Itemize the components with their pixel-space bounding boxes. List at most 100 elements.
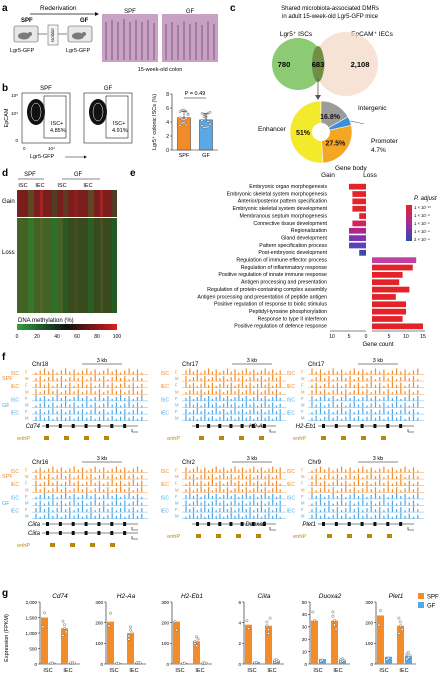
b-point xyxy=(178,110,182,113)
go-term-label: Regulation of immune effector process xyxy=(236,258,327,264)
track-signal xyxy=(311,512,419,519)
expr-point-spf xyxy=(268,616,272,620)
expr-ytick-label: 0 xyxy=(238,662,241,667)
enhp-box xyxy=(381,436,386,440)
expr-point-spf xyxy=(175,628,178,632)
track-sex-label: M xyxy=(25,403,29,408)
b-point xyxy=(184,117,188,120)
expr-ytick-label: 1,500 xyxy=(26,615,38,620)
expr-point-spf xyxy=(129,628,132,632)
expr-xtick-label: ISC xyxy=(379,668,388,674)
flow-gf-title: GF xyxy=(104,86,113,92)
track-signal xyxy=(311,506,419,513)
track-sex-label: F xyxy=(301,507,304,512)
b-point xyxy=(208,122,212,126)
padj-legend-title: P. adjust xyxy=(414,196,437,202)
go-term-label: Regulation of protein-containing complex… xyxy=(207,287,327,293)
gene-exon xyxy=(218,522,222,526)
track-sex-label: M xyxy=(301,501,305,506)
flow-x-axis-label: Lgr5-GFP xyxy=(30,154,54,160)
expr-point-gf xyxy=(71,661,74,665)
expr-gene-title: Cd74 xyxy=(52,593,68,600)
track-signal xyxy=(35,401,143,408)
gene-exon xyxy=(97,424,101,428)
gene-exon xyxy=(399,522,403,526)
track-sex-label: M xyxy=(175,389,179,394)
go-term-label: Gland development xyxy=(281,235,327,241)
track-signal xyxy=(185,375,281,382)
enhp-box xyxy=(236,534,241,538)
track-cell-label: ISC xyxy=(161,397,170,403)
track-sex-label: F xyxy=(25,383,28,388)
track-sex-label: F xyxy=(25,409,28,414)
track-sex-label: M xyxy=(25,389,29,394)
track-signal xyxy=(35,499,143,506)
track-signal xyxy=(185,492,281,499)
go-xtick-loss: 10 xyxy=(403,334,409,340)
expr-ytick-label: 200 xyxy=(161,620,169,625)
gene-exon xyxy=(322,424,325,428)
panel-c-title-line2: in adult 15-week-old Lgr5-GFP mice xyxy=(282,14,379,20)
gate-gf-pct: 4.91% xyxy=(112,128,128,134)
expr-ytick-label: 0 xyxy=(166,662,169,667)
gene-exon xyxy=(196,424,199,428)
track-signal xyxy=(35,414,143,421)
go-term-label: Positive regulation of innate immune res… xyxy=(218,272,327,278)
locus-scale-label: 3 kb xyxy=(247,358,257,364)
expr-xtick-label: ISC xyxy=(175,668,184,674)
track-cell-label: ISC xyxy=(11,495,20,501)
gene-exon xyxy=(71,522,75,526)
track-signal xyxy=(35,368,143,375)
locus-chr-label: Chr16 xyxy=(32,460,49,466)
panel-a-letter: a xyxy=(2,3,8,14)
track-sex-label: M xyxy=(25,474,29,479)
gene-exon xyxy=(97,522,101,526)
go-term-label: Regionalization xyxy=(291,228,327,234)
go-bar-gain xyxy=(352,191,366,197)
expr-ytick-label: 0 xyxy=(100,662,103,667)
enhp-box xyxy=(256,534,261,538)
expr-bar-spf xyxy=(377,615,384,664)
expr-point-gf xyxy=(405,657,409,661)
expr-gene-title: H2-Eb1 xyxy=(181,593,203,600)
dmr-annotation-pie: 51% 27.5% 16.8% xyxy=(289,100,364,164)
expr-bar-spf xyxy=(127,633,134,664)
expr-xtick-label: ISC xyxy=(43,668,52,674)
legend-gf-label: GF xyxy=(427,604,436,610)
track-sex-label: M xyxy=(301,474,305,479)
enhp-box xyxy=(110,543,115,547)
go-term-label: Embryonic skeletal system development xyxy=(232,206,327,212)
spf-label-a: SPF xyxy=(21,18,33,24)
gene-exon xyxy=(360,424,364,428)
enhp-box xyxy=(367,534,372,538)
panel-e: e Gain Loss Embryonic organ morphogenesi… xyxy=(130,168,437,348)
flow-spf-title: SPF xyxy=(40,86,52,92)
expr-xtick-label: IEC xyxy=(129,668,138,674)
padj-tick-0: 1 × 10⁻¹⁰ xyxy=(414,205,431,210)
track-signal xyxy=(311,388,419,395)
go-loss-label: Loss xyxy=(363,172,377,179)
track-signal xyxy=(185,408,281,415)
enhp-box xyxy=(361,436,366,440)
heatmap-loss-label: Loss xyxy=(2,250,15,256)
gene-exon xyxy=(399,424,403,428)
flow-gate-spf xyxy=(43,95,67,139)
track-signal xyxy=(35,394,143,401)
track-signal xyxy=(311,479,419,486)
expr-ytick-label: 2,000 xyxy=(26,600,38,605)
go-bar-loss xyxy=(372,272,403,278)
track-spf-label: SPF xyxy=(2,376,13,382)
panel-c: c Shared microbiota-associated DMRs in a… xyxy=(230,3,399,172)
locus-scale-label: 3 kb xyxy=(373,358,383,364)
b-xtick-label: GF xyxy=(202,153,210,159)
expr-ytick-label: 40 xyxy=(302,612,308,617)
gate-spf-pct: 4.85% xyxy=(50,128,66,134)
expr-point-spf xyxy=(193,639,197,643)
expr-point-spf xyxy=(63,626,66,630)
expr-point-spf xyxy=(127,637,131,641)
expr-bar-spf xyxy=(331,620,338,664)
gene-exon xyxy=(58,522,62,526)
go-term-label: Pattern specification process xyxy=(259,243,327,249)
track-sex-label: M xyxy=(175,403,179,408)
